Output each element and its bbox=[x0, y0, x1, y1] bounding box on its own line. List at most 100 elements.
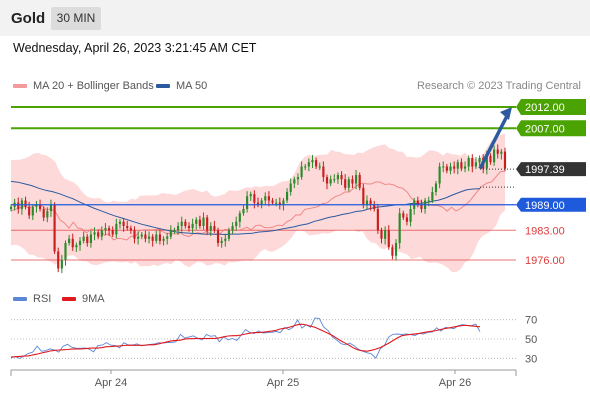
candle-body bbox=[213, 226, 216, 231]
support-label-1976.00: 1976.00 bbox=[525, 255, 565, 267]
candle-body bbox=[129, 228, 132, 231]
candle-body bbox=[260, 200, 263, 205]
ma9-swatch bbox=[62, 297, 76, 302]
ma20-line bbox=[10, 170, 506, 241]
resistance-tag-2007.00 bbox=[516, 120, 586, 137]
candle-body bbox=[434, 183, 438, 192]
candle-body bbox=[249, 194, 252, 197]
candle-body bbox=[118, 221, 122, 224]
candle-body bbox=[416, 200, 419, 205]
candle-body bbox=[60, 260, 63, 269]
candle-body bbox=[336, 175, 339, 180]
candle-body bbox=[474, 162, 478, 167]
candle-body bbox=[231, 226, 234, 231]
candle-body bbox=[420, 204, 423, 209]
candle-body bbox=[166, 236, 169, 239]
candle-body bbox=[9, 206, 13, 209]
candle-body bbox=[151, 236, 154, 241]
candle-body bbox=[431, 192, 434, 201]
candle-body bbox=[471, 158, 474, 167]
candle-body bbox=[376, 209, 379, 231]
legend-ma50: MA 50 bbox=[156, 80, 207, 92]
candle-body bbox=[97, 232, 100, 237]
candle-body bbox=[68, 238, 71, 243]
candle-body bbox=[478, 158, 481, 163]
candle-body bbox=[285, 192, 289, 201]
candle-body bbox=[162, 238, 165, 241]
candle-body bbox=[398, 213, 401, 243]
rsi-line bbox=[10, 317, 481, 359]
legend-rsi: RSI bbox=[13, 293, 51, 305]
candle-body bbox=[122, 221, 125, 226]
candle-body bbox=[202, 217, 205, 226]
candle-body bbox=[227, 230, 231, 239]
candle-body bbox=[365, 200, 369, 205]
candle-body bbox=[46, 211, 49, 218]
timestamp: Wednesday, April 26, 2023 3:21:45 AM CET bbox=[13, 41, 257, 55]
candle-body bbox=[354, 175, 358, 184]
candle-body bbox=[238, 213, 241, 222]
candle-body bbox=[100, 230, 103, 237]
rsi-tick-50: 50 bbox=[525, 334, 537, 346]
candle-body bbox=[453, 166, 456, 169]
candle-body bbox=[358, 175, 361, 188]
candle-body bbox=[144, 234, 147, 239]
candle-body bbox=[456, 162, 459, 169]
candle-body bbox=[49, 204, 53, 212]
candle-body bbox=[147, 236, 151, 239]
candle-body bbox=[253, 194, 256, 203]
candle-body bbox=[278, 202, 281, 205]
candle-body bbox=[296, 177, 300, 180]
candle-body bbox=[140, 234, 143, 237]
candle-body bbox=[267, 196, 270, 201]
candle-body bbox=[31, 206, 34, 216]
candle-body bbox=[496, 149, 499, 154]
candle-body bbox=[198, 219, 201, 226]
candle-body bbox=[64, 243, 67, 260]
legend-rsi-label: RSI bbox=[33, 293, 52, 305]
candle-body bbox=[173, 230, 176, 232]
candle-body bbox=[282, 200, 285, 205]
candle-body bbox=[187, 226, 191, 229]
candle-body bbox=[115, 223, 118, 235]
candle-body bbox=[24, 200, 27, 207]
candle-body bbox=[220, 240, 223, 243]
projection-arrow-shaft bbox=[478, 113, 510, 170]
candle-body bbox=[289, 183, 292, 192]
x-tick-label-2: Apr 26 bbox=[439, 377, 471, 389]
candle-body bbox=[133, 230, 136, 239]
candle-body bbox=[107, 228, 111, 231]
candle-body bbox=[78, 240, 82, 246]
header-bar: Gold 30 MIN bbox=[0, 0, 590, 36]
ma20-swatch bbox=[13, 84, 27, 89]
candle-body bbox=[318, 166, 321, 168]
candle-body bbox=[394, 243, 398, 256]
candle-body bbox=[405, 217, 409, 222]
candle-body bbox=[500, 151, 503, 154]
candle-body bbox=[177, 226, 180, 231]
rsi-tick-70: 70 bbox=[525, 315, 537, 327]
candle-body bbox=[329, 179, 332, 184]
candle-body bbox=[169, 230, 172, 237]
candle-body bbox=[180, 221, 183, 226]
candle-body bbox=[242, 209, 245, 214]
candle-body bbox=[293, 179, 296, 184]
candle-body bbox=[373, 204, 376, 209]
candle-body bbox=[235, 221, 238, 226]
candle-body bbox=[369, 200, 372, 205]
x-tick-label-1: Apr 25 bbox=[267, 377, 299, 389]
candle-body bbox=[28, 206, 31, 216]
candle-body bbox=[445, 166, 448, 171]
last-price-tag bbox=[516, 162, 586, 177]
candle-body bbox=[344, 179, 347, 188]
candle-body bbox=[71, 238, 74, 248]
candle-body bbox=[86, 236, 89, 243]
candle-body bbox=[89, 234, 92, 243]
legend-ma20-label: MA 20 + Bollinger Bands bbox=[33, 80, 154, 92]
timeframe-button[interactable]: 30 MIN bbox=[51, 7, 101, 30]
candle-body bbox=[347, 179, 350, 188]
candle-body bbox=[264, 196, 267, 201]
candle-body bbox=[489, 155, 492, 163]
candle-body bbox=[300, 166, 303, 178]
